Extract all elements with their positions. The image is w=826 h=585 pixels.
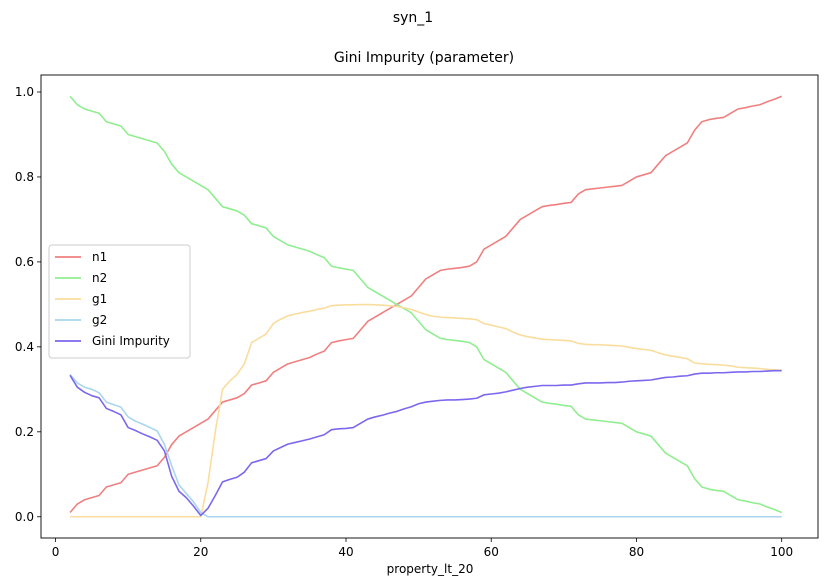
legend-label: n2: [92, 271, 107, 285]
x-tick-label: 100: [770, 545, 793, 559]
plot-area-frame: [40, 74, 819, 539]
legend: n1 n2 g1 g2 Gini Impurity: [48, 244, 191, 359]
y-tick-label: 0.6: [15, 255, 34, 269]
series-line-n1: [69, 95, 782, 514]
y-tick-label: 1.0: [15, 85, 34, 99]
x-axis-label: property_lt_20: [387, 562, 474, 576]
series-line-g1: [70, 303, 782, 518]
y-tick-label: 0.2: [15, 425, 34, 439]
y-axis: 0.0 0.2 0.4 0.6 0.8 1.0: [15, 85, 41, 524]
series-layer: [69, 95, 782, 518]
series-line-n2: [69, 95, 782, 514]
x-tick-label: 40: [338, 545, 353, 559]
figure-suptitle: syn_1: [393, 10, 433, 26]
legend-box: [48, 244, 191, 359]
legend-label: g2: [92, 313, 107, 327]
legend-label: g1: [92, 292, 107, 306]
y-tick-label: 0.0: [15, 510, 34, 524]
y-tick-label: 0.4: [15, 340, 34, 354]
x-tick-label: 60: [484, 545, 499, 559]
series-line-g2: [69, 373, 782, 518]
x-tick-label: 0: [52, 545, 60, 559]
x-tick-label: 20: [193, 545, 208, 559]
legend-label: Gini Impurity: [92, 334, 170, 348]
x-axis: 0 20 40 60 80 100: [52, 538, 793, 559]
series-line-gini-impurity: [69, 369, 782, 517]
x-tick-label: 80: [629, 545, 644, 559]
legend-label: n1: [92, 250, 107, 264]
y-tick-label: 0.8: [15, 170, 34, 184]
chart-title: Gini Impurity (parameter): [334, 50, 514, 66]
